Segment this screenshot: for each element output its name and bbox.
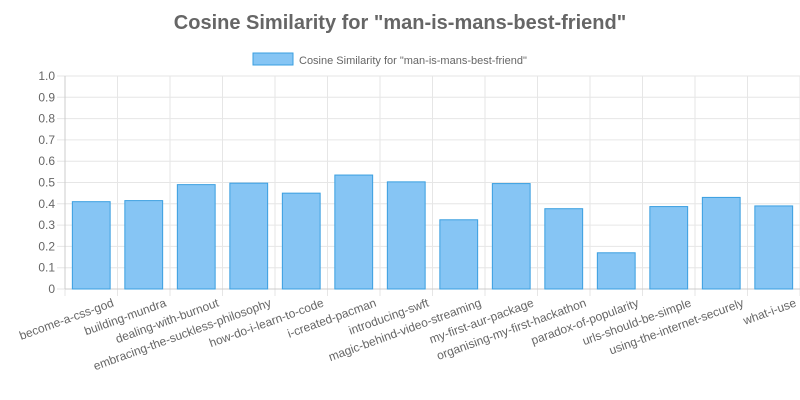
bar[interactable]: [124, 200, 164, 290]
y-tick-label: 0.2: [38, 239, 55, 253]
y-tick-label: 0.5: [38, 176, 55, 190]
legend-label: Cosine Similarity for "man-is-mans-best-…: [299, 55, 527, 67]
bars: [71, 174, 794, 290]
bar[interactable]: [229, 182, 269, 290]
bar[interactable]: [754, 205, 794, 290]
y-tick-label: 0.7: [38, 133, 55, 147]
y-tick-label: 0.6: [38, 154, 55, 168]
bar[interactable]: [701, 196, 741, 290]
y-tick-label: 0.9: [38, 90, 55, 104]
bar[interactable]: [439, 219, 479, 290]
legend[interactable]: Cosine Similarity for "man-is-mans-best-…: [252, 52, 527, 67]
x-tick-label: what-i-use: [740, 296, 798, 329]
chart-title: Cosine Similarity for "man-is-mans-best-…: [174, 12, 626, 34]
bar[interactable]: [596, 252, 636, 290]
y-tick-label: 0: [48, 282, 55, 296]
bar[interactable]: [281, 192, 321, 290]
y-tick-label: 0.3: [38, 218, 55, 232]
y-tick-label: 0.8: [38, 112, 55, 126]
y-tick-label: 0.1: [38, 261, 55, 275]
legend-swatch: [252, 52, 294, 66]
grid: [57, 75, 800, 296]
y-tick-label: 0.4: [38, 197, 55, 211]
y-tick-label: 1.0: [38, 69, 55, 83]
bar[interactable]: [491, 183, 531, 290]
x-axis: become-a-css-godbuilding-mundradealing-w…: [17, 288, 800, 373]
bar[interactable]: [386, 181, 426, 290]
bar[interactable]: [176, 184, 216, 290]
bar[interactable]: [334, 174, 374, 290]
bar[interactable]: [649, 206, 689, 290]
bar[interactable]: [544, 208, 584, 290]
bar[interactable]: [71, 201, 111, 290]
y-axis: 0 0.1 0.2 0.3 0.4 0.5 0.6 0.7 0.8 0.9 1.0: [38, 69, 66, 296]
